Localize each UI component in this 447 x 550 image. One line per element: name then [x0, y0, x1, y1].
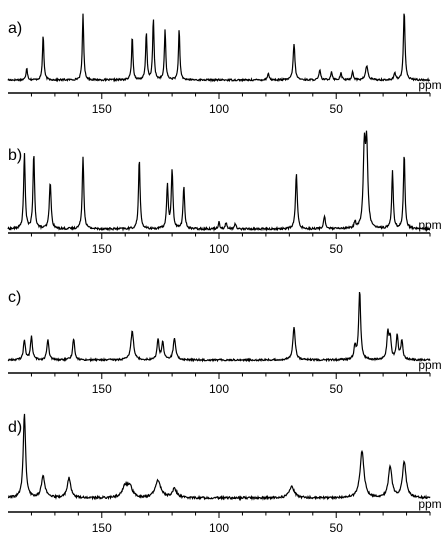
spectrum-line-b — [7, 130, 431, 232]
tick-label-c-100: 100 — [209, 382, 229, 396]
tick-label-d-50: 50 — [330, 521, 344, 535]
panel-label-b: b) — [8, 147, 22, 164]
tick-label-a-150: 150 — [92, 102, 112, 116]
tick-label-a-50: 50 — [330, 102, 344, 116]
x-axis-unit-b: ppm — [418, 218, 441, 232]
tick-label-b-100: 100 — [209, 242, 229, 256]
panel-c: c) 150 100 50 ppm — [7, 289, 442, 396]
x-axis-unit-c: ppm — [418, 358, 441, 372]
spectrum-line-a — [7, 13, 431, 83]
panel-b: b) 150 100 50 ppm — [7, 130, 442, 256]
tick-label-a-100: 100 — [209, 102, 229, 116]
x-ticks-c — [30, 373, 431, 379]
tick-label-c-50: 50 — [330, 382, 344, 396]
tick-label-d-100: 100 — [209, 521, 229, 535]
panel-a: a) 150 100 50 ppm — [7, 13, 442, 116]
spectrum-line-d — [7, 413, 431, 502]
panel-label-d: d) — [8, 419, 22, 436]
x-axis-unit-d: ppm — [418, 497, 441, 511]
x-axis-unit-a: ppm — [418, 78, 441, 92]
panel-label-c: c) — [8, 289, 21, 306]
tick-label-d-150: 150 — [92, 521, 112, 535]
panel-label-a: a) — [8, 20, 22, 37]
x-ticks-a — [30, 93, 431, 99]
x-ticks-b — [30, 233, 431, 239]
panel-d: d) 150 100 50 ppm — [7, 413, 442, 535]
x-ticks-d — [30, 512, 431, 518]
tick-label-b-150: 150 — [92, 242, 112, 256]
spectrum-line-c — [7, 291, 431, 363]
tick-label-c-150: 150 — [92, 382, 112, 396]
tick-label-b-50: 50 — [330, 242, 344, 256]
